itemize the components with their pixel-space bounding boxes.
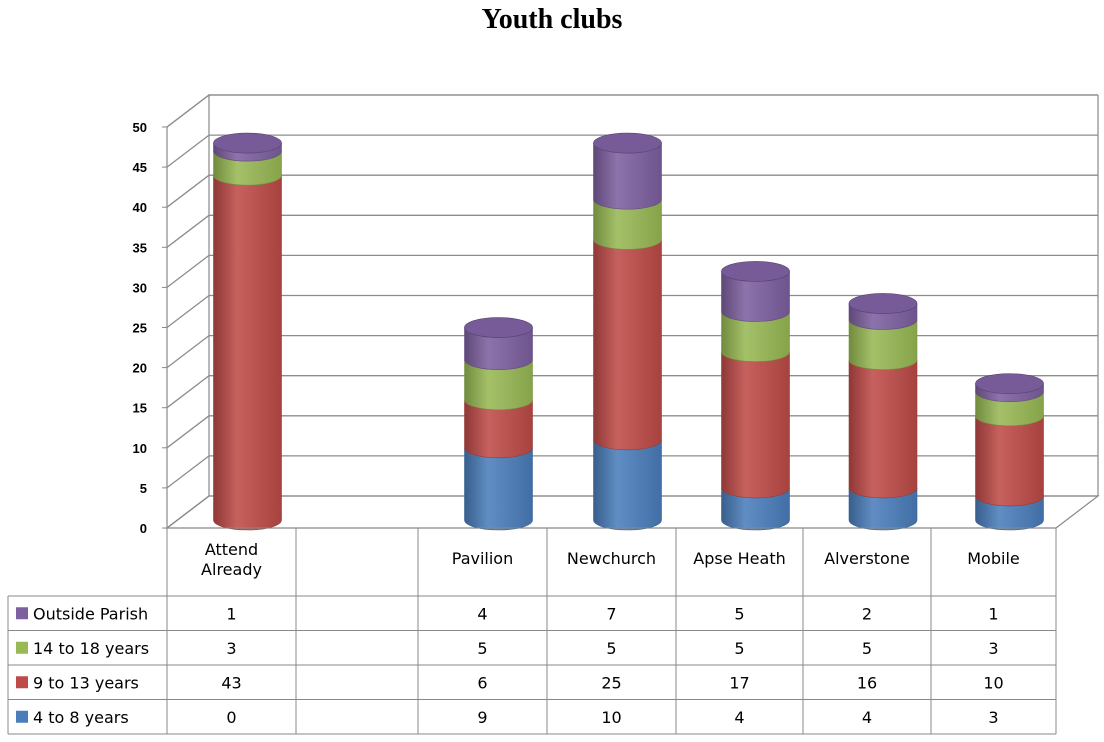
x-tick-label: Newchurch (567, 549, 656, 568)
bar-stack-alverstone (848, 293, 918, 531)
gridline (166, 334, 1098, 369)
gridline (166, 375, 1098, 409)
data-label: 2 (862, 604, 872, 623)
data-label: 4 (862, 708, 872, 727)
data-label: 5 (606, 639, 616, 658)
data-label: 1 (226, 604, 236, 623)
gridlines (166, 94, 1098, 529)
y-tick-label: 40 (133, 200, 147, 215)
x-tick-label: Attend Already (201, 540, 262, 579)
gridline (166, 214, 1098, 248)
data-label: 9 (477, 708, 487, 727)
data-label: 7 (606, 604, 616, 623)
bar-4-to-8-years (464, 447, 533, 531)
bar-9-to-13-years (593, 239, 662, 451)
bar-top-cap (848, 293, 918, 314)
legend-label: 9 to 13 years (33, 673, 139, 692)
legend-label: Outside Parish (33, 604, 148, 623)
legend-key-14-to-18-years (16, 641, 28, 654)
y-tick-label: 0 (140, 521, 147, 536)
bar-stack-mobile (975, 373, 1044, 531)
y-tick-label: 50 (133, 120, 147, 135)
data-label: 5 (734, 639, 744, 658)
y-tick-label: 10 (133, 441, 147, 456)
legend-label: 14 to 18 years (33, 639, 149, 658)
gridline (166, 455, 1098, 489)
data-label: 10 (601, 708, 621, 727)
data-label: 5 (862, 639, 872, 658)
x-tick-label: Apse Heath (693, 549, 785, 568)
bar-9-to-13-years (213, 175, 282, 531)
data-label: 0 (226, 708, 236, 727)
y-axis: 0 5 10 15 20 25 30 35 40 45 50 (133, 120, 167, 536)
x-tick-label: Alverstone (824, 549, 910, 568)
y-tick-label: 20 (133, 361, 147, 376)
y-tick-label: 15 (133, 401, 147, 416)
data-label: 17 (729, 673, 749, 692)
x-tick-label: Pavilion (452, 549, 513, 568)
data-label: 3 (988, 639, 998, 658)
gridline (166, 134, 1098, 168)
y-tick-label: 5 (140, 481, 147, 496)
bar-top-cap (721, 261, 790, 282)
bar-stack-newchurch (593, 132, 662, 531)
data-label: 1 (988, 604, 998, 623)
bars (213, 132, 1044, 531)
data-label: 3 (988, 708, 998, 727)
legend-key-4-to-8-years (16, 710, 28, 723)
gridline (166, 415, 1098, 449)
data-label: 4 (734, 708, 744, 727)
data-label: 10 (983, 673, 1003, 692)
gridline (166, 94, 1098, 128)
chart-title: Youth clubs (481, 4, 623, 35)
data-label: 4 (477, 604, 487, 623)
bar-9-to-13-years (975, 415, 1044, 507)
bar-stack-pavilion (464, 317, 533, 531)
gridline (166, 495, 1098, 529)
gridline (166, 294, 1098, 329)
bar-top-cap (593, 132, 662, 154)
bar-4-to-8-years (593, 439, 662, 531)
bar-top-cap (213, 132, 282, 154)
data-label: 5 (477, 639, 487, 658)
data-label: 3 (226, 639, 236, 658)
legend-key-9-to-13-years (16, 676, 28, 689)
y-tick-label: 35 (133, 240, 147, 255)
gridline (166, 174, 1098, 208)
bar-top-cap (975, 373, 1044, 394)
legend-key-outside-parish (16, 607, 28, 620)
data-label: 5 (734, 604, 744, 623)
data-table: Attend Already Pavilion Newchurch Apse Heath… (7, 527, 1057, 735)
data-label: 16 (857, 673, 877, 692)
data-label: 43 (221, 673, 241, 692)
y-tick-label: 45 (133, 160, 147, 175)
y-tick-label: 30 (133, 280, 147, 295)
bar-stack-apse-heath (721, 261, 790, 531)
bar-top-cap (464, 317, 533, 338)
data-label: 6 (477, 673, 487, 692)
bar-9-to-13-years (848, 359, 918, 499)
gridline (166, 254, 1098, 288)
x-tick-label: Mobile (967, 549, 1019, 568)
data-label: 25 (601, 673, 621, 692)
legend-label: 4 to 8 years (33, 708, 129, 727)
y-tick-label: 25 (133, 321, 147, 336)
bar-9-to-13-years (721, 351, 790, 499)
bar-stack-attend-already (213, 132, 282, 531)
